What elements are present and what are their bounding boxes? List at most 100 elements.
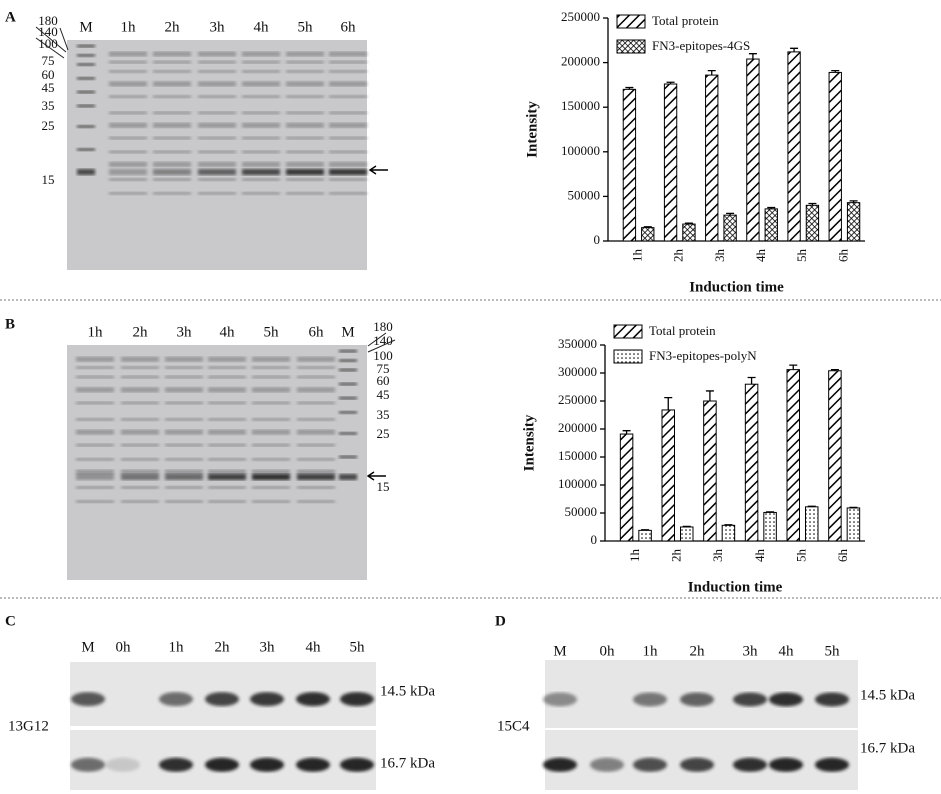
gel-band: [121, 366, 159, 370]
gel-band: [252, 375, 290, 379]
marker-label: 140: [373, 333, 393, 348]
gel-band: [153, 69, 191, 73]
gel-band: [165, 366, 203, 370]
panel-letter: C: [5, 613, 16, 629]
gel-band: [242, 136, 280, 140]
legend-swatch: [616, 14, 646, 29]
bar: [703, 400, 717, 542]
gel-band: [153, 191, 191, 195]
gel-band: [153, 150, 191, 154]
blot-band: [680, 757, 714, 772]
lane-label: 0h: [116, 639, 132, 655]
lane-label: 3h: [743, 643, 759, 659]
gel-band: [77, 104, 95, 108]
legend-label: Total protein: [652, 13, 719, 28]
gel-band: [165, 486, 203, 489]
gel-band: [77, 90, 95, 94]
gel-band: [198, 122, 236, 128]
gel-band: [329, 122, 367, 128]
gel-band: [109, 169, 147, 175]
gel-band: [252, 417, 290, 421]
marker-label: 25: [42, 118, 55, 133]
gel-band: [242, 191, 280, 195]
error-bar: [666, 81, 675, 85]
bar: [705, 74, 719, 242]
gel-band: [121, 500, 159, 504]
error-bar: [726, 212, 735, 216]
blot-band: [769, 692, 803, 707]
bar: [641, 227, 655, 242]
gel-band: [329, 161, 367, 167]
lane-label: 3h: [210, 19, 226, 35]
gel-band: [208, 356, 246, 362]
gel-band: [165, 387, 203, 393]
y-tick-label: 350000: [558, 336, 597, 351]
bar: [828, 71, 842, 242]
lane-label: 4h: [254, 19, 270, 35]
y-tick-label: 300000: [558, 364, 597, 379]
gel-band: [329, 136, 367, 140]
marker-label: 180: [38, 13, 58, 28]
blot-band: [543, 757, 577, 772]
x-tick-label: 4h: [752, 549, 767, 563]
lane-label: M: [341, 324, 354, 340]
gel-band: [76, 469, 114, 475]
gel-band: [297, 417, 335, 421]
gel-band: [297, 443, 335, 447]
gel-band: [165, 474, 203, 480]
gel-band: [153, 60, 191, 64]
gel-band: [76, 429, 114, 435]
gel-band: [77, 53, 95, 57]
gel-band: [208, 486, 246, 489]
legend-label: FN3-epitopes-polyN: [649, 348, 757, 363]
gel-band: [121, 429, 159, 435]
gel-band: [121, 469, 159, 475]
lane-label: 1h: [121, 19, 137, 35]
bar: [721, 524, 736, 542]
marker-label: 60: [42, 67, 55, 82]
y-tick-label: 100000: [561, 143, 600, 158]
gel-band: [329, 111, 367, 115]
error-bar: [747, 376, 756, 385]
y-axis-label: Intensity: [524, 101, 540, 158]
gel-band: [76, 387, 114, 393]
gel-band: [198, 136, 236, 140]
gel-band: [242, 178, 280, 181]
marker-label: 45: [42, 80, 55, 95]
blot-band: [543, 692, 577, 707]
error-bar: [705, 390, 714, 401]
lane-label: 3h: [260, 639, 276, 655]
x-tick-label: 1h: [630, 249, 645, 263]
marker-label: 100: [38, 36, 58, 51]
gel-band: [252, 401, 290, 405]
gel-band: [165, 429, 203, 435]
gel-band: [109, 122, 147, 128]
marker-label: 15: [377, 479, 390, 494]
x-tick-label: 5h: [793, 549, 808, 563]
gel-band: [198, 161, 236, 167]
blot-band: [680, 692, 714, 707]
lane-label: 1h: [88, 324, 104, 340]
gel-band: [329, 60, 367, 64]
lane-label: 2h: [133, 324, 149, 340]
x-tick-label: 1h: [627, 549, 642, 563]
marker-label: 180: [373, 319, 393, 334]
gel-band: [76, 474, 114, 480]
lane-label: 4h: [220, 324, 236, 340]
band-size: 14.5 kDa: [380, 683, 435, 699]
blot-band: [296, 692, 330, 707]
bar: [619, 433, 634, 542]
arrow: [366, 471, 386, 481]
gel-band: [242, 51, 280, 57]
blot-band: [733, 757, 767, 772]
gel-band: [286, 169, 324, 175]
gel-band: [153, 95, 191, 99]
error-bar: [808, 202, 817, 206]
gel-band: [76, 417, 114, 421]
gel-band: [153, 81, 191, 87]
lane-label: 4h: [779, 643, 795, 659]
gel-band: [242, 60, 280, 64]
gels: [67, 40, 858, 790]
bar: [638, 529, 652, 542]
